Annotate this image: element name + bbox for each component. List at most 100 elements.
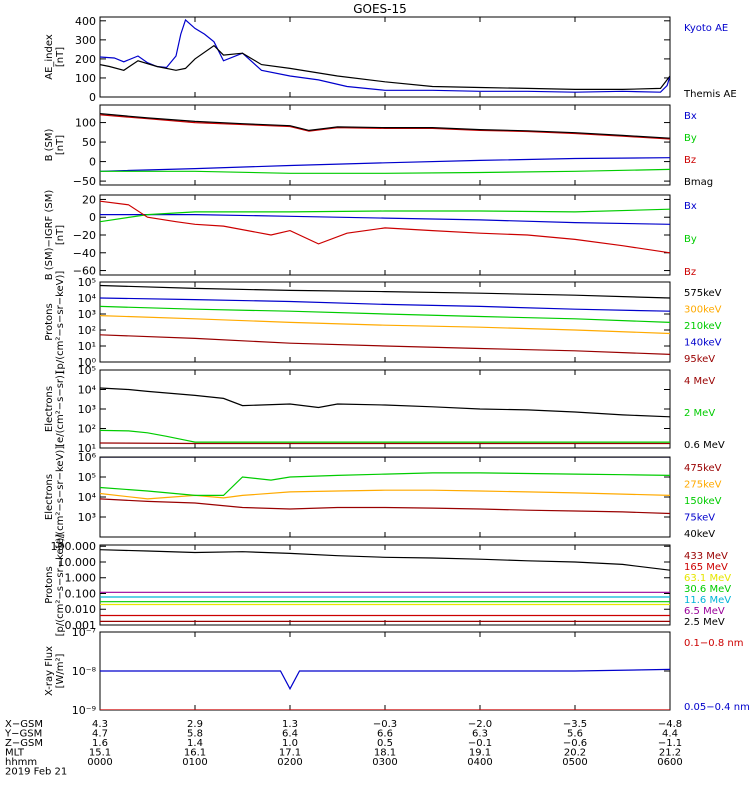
series-line [100, 668, 670, 691]
ephemeris-row-label: hhmm [5, 757, 37, 768]
y-tick-label: 10⁴ [78, 384, 97, 397]
series-line [100, 387, 670, 418]
y-tick-label: 10⁰ [78, 356, 97, 369]
date-label: 2019 Feb 21 [5, 767, 67, 778]
ephemeris-value: −4.8 [658, 719, 682, 730]
y-tick-label: 100.000 [51, 540, 97, 553]
y-tick-label: 0 [89, 91, 96, 104]
y-tick-label: −40 [73, 247, 96, 260]
ephemeris-value: 20.2 [564, 748, 586, 759]
legend-entry: 433 MeV [684, 551, 728, 562]
legend-entry: 300keV [684, 305, 722, 316]
ephemeris-value: 17.1 [279, 748, 301, 759]
y-tick-label: 10⁻⁸ [72, 665, 97, 678]
ephemeris-value: −0.3 [373, 719, 397, 730]
ephemeris-value: 0300 [372, 757, 397, 768]
ephemeris-value: 6.4 [282, 729, 298, 740]
ephemeris-value: 2.9 [187, 719, 203, 730]
y-axis-label: AE_index[nT] [44, 34, 66, 80]
y-tick-label: 10² [78, 423, 96, 436]
y-tick-label: 200 [75, 53, 96, 66]
panel-frame [99, 194, 671, 276]
y-tick-label: 10³ [78, 308, 96, 321]
y-tick-label: 10⁵ [78, 276, 96, 289]
y-axis-label: B (SM)−IGRF (SM)[nT] [44, 190, 66, 281]
legend-entry: 0.6 MeV [684, 440, 725, 451]
legend-entry: By [684, 234, 697, 245]
legend-entry: 0.1−0.8 nm [684, 638, 743, 649]
y-axis-label-line: [e/(cm²−s−sr−keV)] [55, 446, 66, 549]
panel-frame [99, 456, 671, 538]
y-tick-label: −20 [73, 229, 96, 242]
y-tick-label: −50 [73, 175, 96, 188]
series-line [100, 305, 670, 323]
y-tick-label: 10³ [78, 511, 96, 524]
ephemeris-table: X−GSM 4.3 2.9 1.3 −0.3 −2.0 −3.5 −4.8 Y−GSM 4.7 5.… [4, 719, 683, 778]
panel-frame [99, 281, 671, 363]
y-tick-label: −60 [73, 265, 96, 278]
legend-entry: 0.05−0.4 nm [684, 702, 750, 713]
legend-entry: 140keV [684, 338, 722, 349]
series-line [100, 334, 670, 355]
y-axis-label: X-ray Flux[W/m²] [44, 646, 66, 696]
y-tick-label: 10¹ [78, 442, 96, 455]
ephemeris-row-label: X−GSM [5, 719, 43, 730]
y-axis-label-line: B (SM) [44, 128, 55, 161]
ephemeris-value: 4.3 [92, 719, 108, 730]
ephemeris-value: −2.0 [468, 719, 492, 730]
panel-4: 10⁰ 10¹ 10² 10³ 10⁴ 10⁵ Protons[p/(cm²−s−sr−ke… [44, 271, 722, 374]
series-line [100, 113, 670, 139]
ephemeris-value: 15.1 [89, 748, 111, 759]
series-line [100, 498, 670, 515]
y-tick-label: 0.010 [65, 603, 97, 616]
ephemeris-value: 1.0 [282, 738, 298, 749]
panel-2: −50 0 50 100 B (SM)[nT] Bx By Bz Bmag [44, 104, 713, 188]
y-tick-label: 10.000 [58, 556, 97, 569]
y-axis-label: B (SM)[nT] [44, 128, 66, 161]
series-line [100, 200, 670, 254]
y-axis-label: Protons[p/(cm²−s−sr−keV)] [44, 271, 66, 374]
y-axis-label-line: [p/(cm²−s−sr−keV)] [55, 534, 66, 637]
ephemeris-value: 0200 [277, 757, 302, 768]
panel-5: 10¹ 10² 10³ 10⁴ 10⁵ Electrons[e/(cm²−s−sr)] 4 … [44, 364, 725, 455]
series-line [100, 472, 670, 496]
series-line [100, 208, 670, 223]
legend-entry: 2.5 MeV [684, 617, 725, 628]
ephemeris-value: 0100 [182, 757, 207, 768]
ephemeris-value: 0000 [87, 757, 112, 768]
legend-entry: By [684, 133, 697, 144]
legend-entry: Themis AE [683, 89, 737, 100]
y-axis-label-line: [nT] [55, 135, 66, 155]
legend-entry: Bz [684, 267, 696, 278]
ephemeris-value: 0500 [562, 757, 587, 768]
y-axis-label: Electrons[e/(cm²−s−sr)] [44, 371, 66, 447]
panel-6: 10³ 10⁴ 10⁵ 10⁶ Electrons[e/(cm²−s−sr−keV)] 4… [44, 446, 722, 549]
legend-entry: 11.6 MeV [684, 595, 731, 606]
series-line [100, 442, 670, 445]
y-axis-label-line: Protons [44, 566, 55, 603]
y-tick-label: 10⁵ [78, 471, 96, 484]
legend-entry: 6.5 MeV [684, 606, 725, 617]
y-axis-label-line: AE_index [44, 34, 55, 80]
ephemeris-value: 21.2 [659, 748, 681, 759]
legend-entry: Bx [684, 111, 697, 122]
panel-1: 0 100 200 300 400 AE_index[nT] Kyoto AE Themis … [44, 15, 737, 104]
legend-entry: Bz [684, 155, 696, 166]
y-tick-label: 0 [89, 211, 96, 224]
panel-8: 10⁻⁹ 10⁻⁸ 10⁻⁷ X-ray Flux[W/m²] 0.1−0.8 nm 0.… [44, 626, 750, 717]
y-axis-label-line: [nT] [55, 225, 66, 245]
y-axis-label: Protons[p/(cm²−s−sr−keV)] [44, 534, 66, 637]
series-line [100, 168, 670, 174]
panel-3: −60 −40 −20 0 20 B (SM)−IGRF (SM)[nT] Bx By Bz [44, 190, 697, 281]
legend-entry: 40keV [684, 529, 715, 540]
ephemeris-value: −1.1 [658, 738, 682, 749]
series-line [100, 44, 670, 91]
y-tick-label: 100 [75, 117, 96, 130]
ephemeris-value: 1.3 [282, 719, 298, 730]
ephemeris-row-label: Y−GSM [4, 729, 42, 740]
series-line [100, 157, 670, 172]
legend-entry: 75keV [684, 513, 715, 524]
y-tick-label: 20 [82, 193, 96, 206]
legend-entry: 63.1 MeV [684, 573, 731, 584]
